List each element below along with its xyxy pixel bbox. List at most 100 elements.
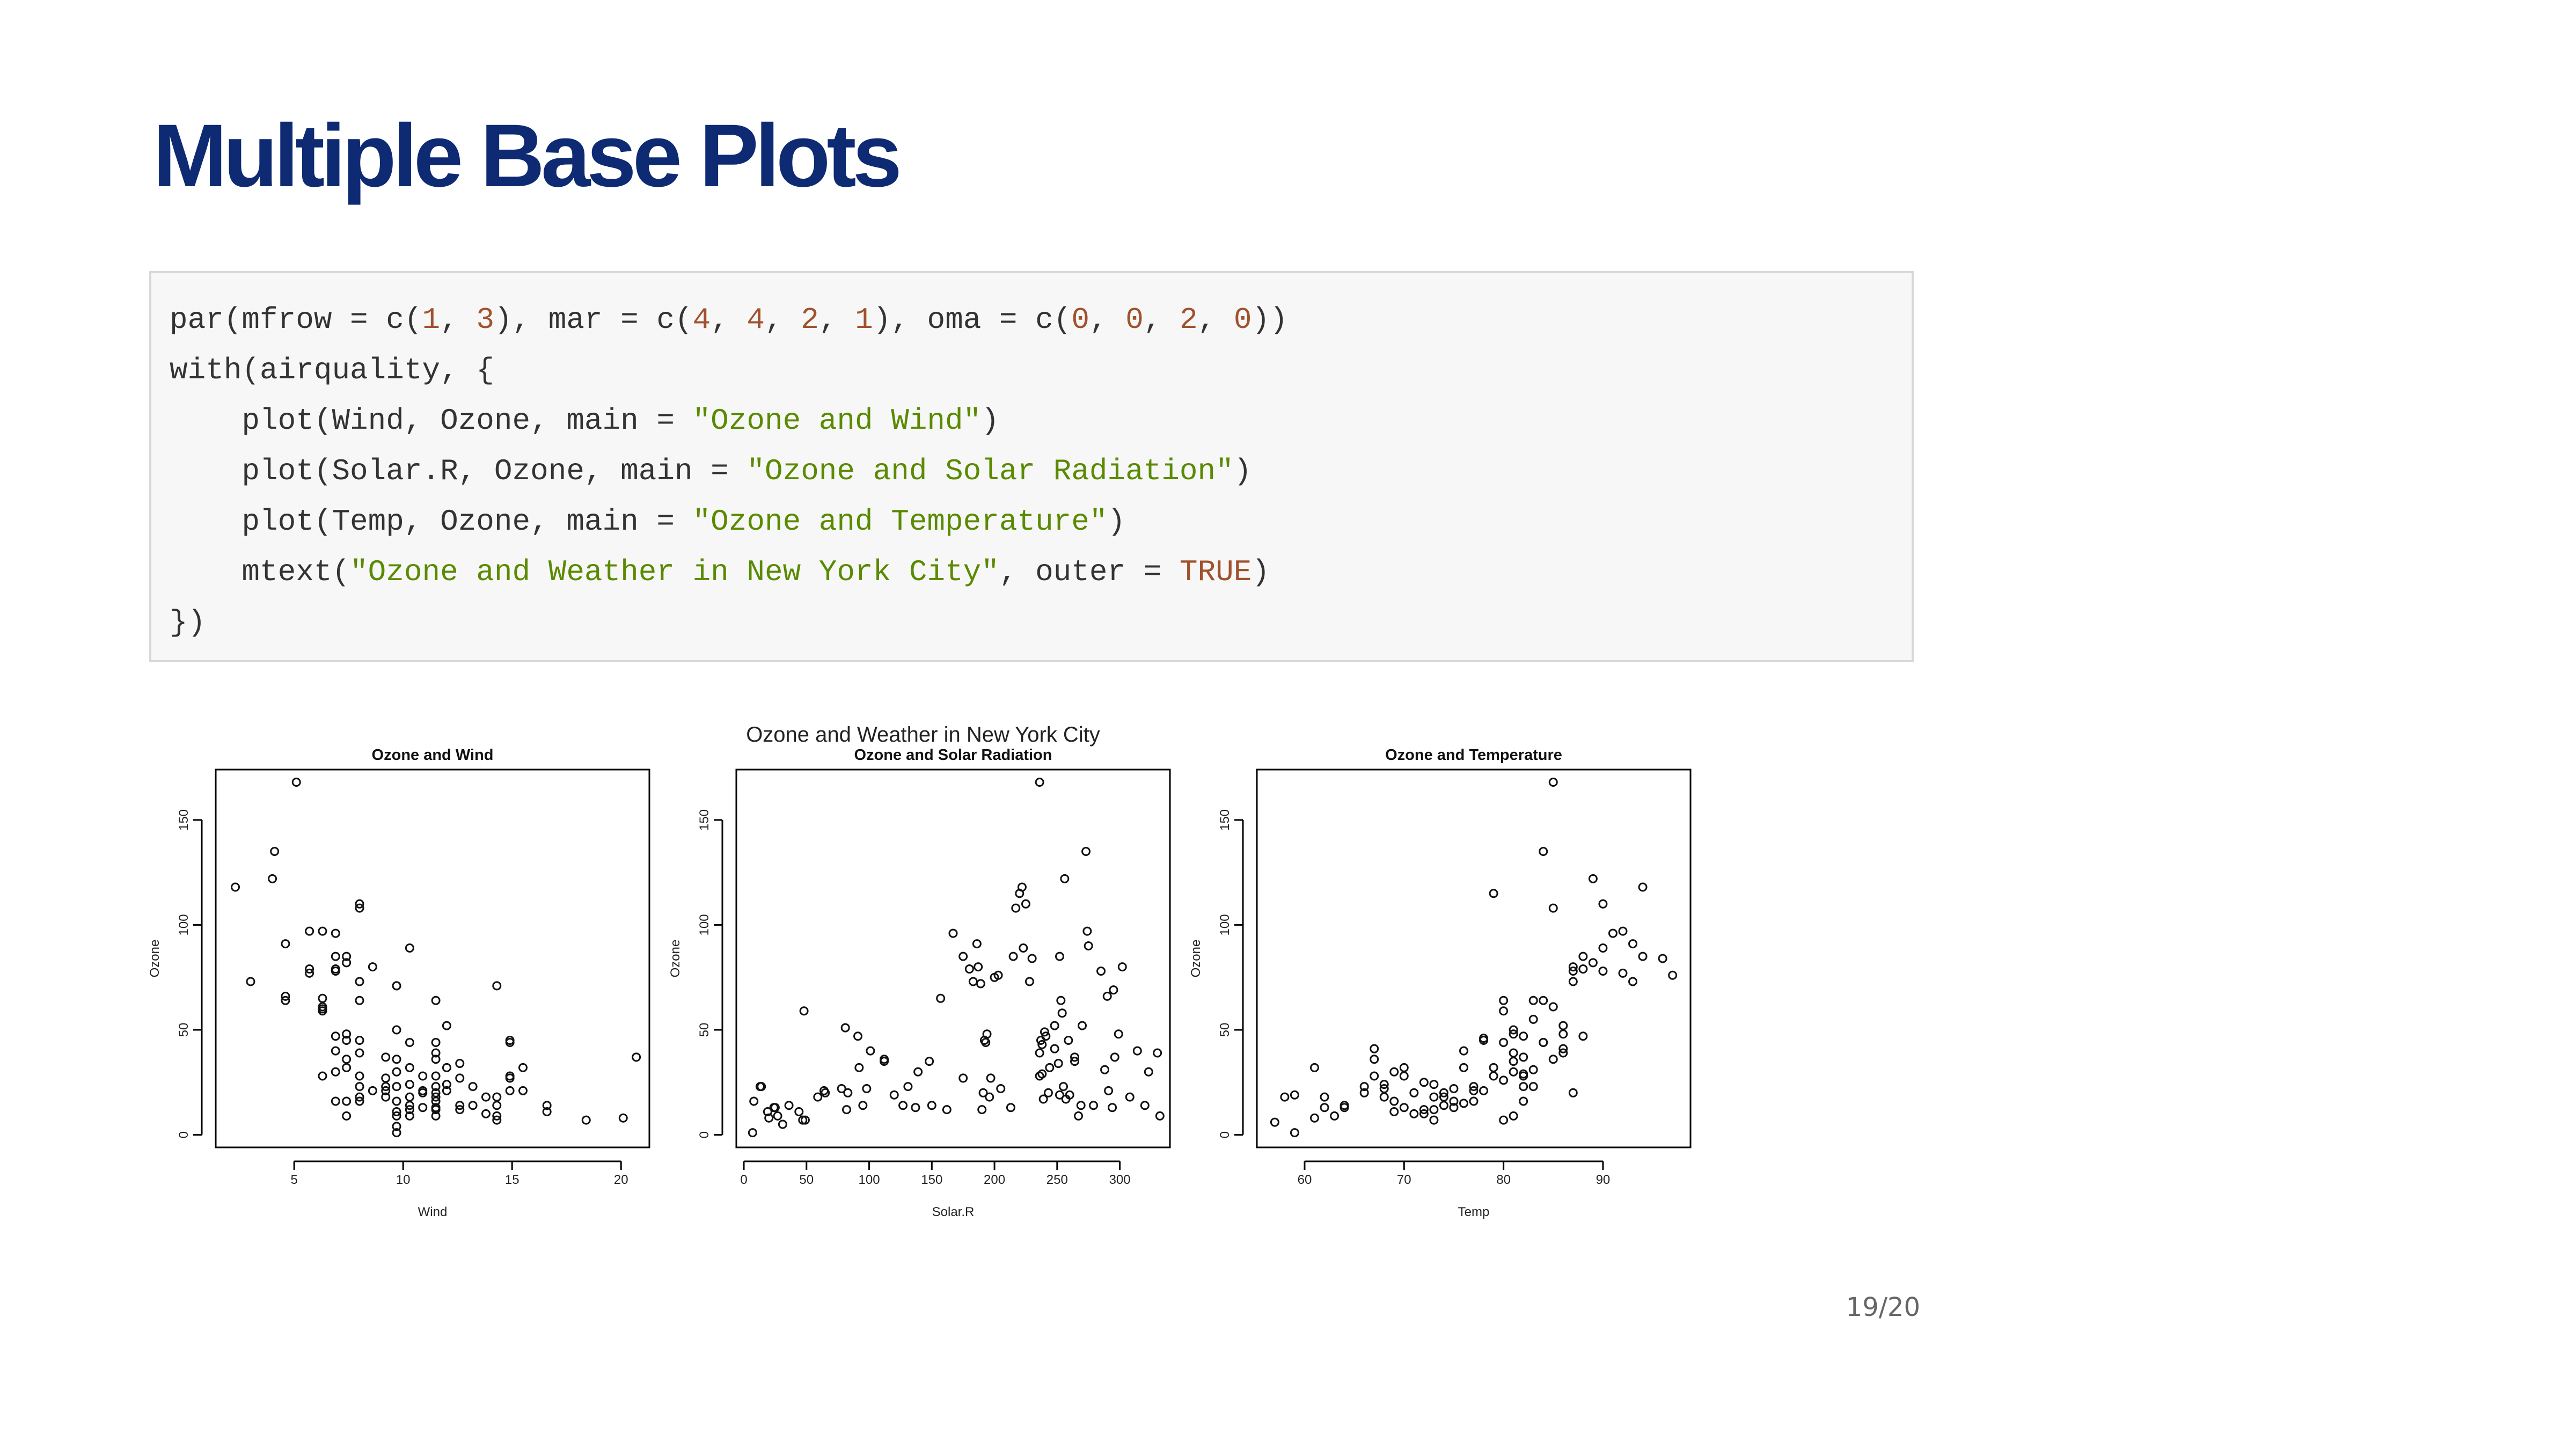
data-point — [481, 1109, 491, 1118]
code-token: par(mfrow = c( — [170, 303, 422, 337]
code-line: plot(Wind, Ozone, main = "Ozone and Wind… — [170, 396, 1912, 446]
data-point — [1449, 1096, 1459, 1106]
data-point — [778, 1119, 787, 1129]
data-point — [342, 958, 352, 968]
data-point — [1309, 1113, 1319, 1123]
data-point — [1668, 970, 1678, 980]
data-point — [1499, 1075, 1509, 1085]
code-token: with(airquality, { — [170, 353, 494, 387]
x-tick-label: 5 — [290, 1173, 297, 1187]
data-point — [492, 1092, 502, 1102]
data-point — [431, 1111, 441, 1121]
data-point — [1548, 777, 1558, 787]
data-point — [1021, 899, 1030, 909]
x-axis-label: Wind — [418, 1205, 448, 1219]
data-point — [1379, 1084, 1389, 1093]
data-point — [1379, 1080, 1389, 1089]
data-point — [355, 1082, 364, 1092]
data-point — [405, 1092, 414, 1102]
data-point — [1499, 1037, 1509, 1047]
data-point — [1389, 1067, 1399, 1077]
data-point — [392, 1096, 401, 1106]
data-point — [985, 1092, 994, 1102]
data-point — [442, 1086, 451, 1095]
code-token: )) — [1252, 303, 1288, 337]
data-point — [773, 1111, 782, 1121]
data-point — [281, 991, 290, 1001]
data-point — [405, 1080, 414, 1089]
data-point — [331, 1067, 340, 1077]
data-point — [880, 1055, 889, 1064]
data-point — [1578, 1031, 1588, 1041]
data-point — [1037, 1040, 1047, 1049]
code-line: }) — [170, 597, 1912, 648]
data-point — [1409, 1109, 1419, 1118]
data-point — [911, 1103, 920, 1113]
data-point — [862, 1084, 872, 1093]
data-point — [492, 1101, 502, 1110]
data-point — [342, 1055, 352, 1064]
data-point — [1598, 966, 1608, 976]
code-line: mtext("Ozone and Weather in New York Cit… — [170, 547, 1912, 597]
data-point — [842, 1105, 852, 1115]
data-point — [1017, 882, 1027, 892]
data-point — [392, 981, 401, 991]
data-point — [1528, 996, 1538, 1005]
data-point — [1043, 1088, 1053, 1097]
code-token: "Ozone and Wind" — [692, 404, 982, 438]
data-point — [1459, 1099, 1468, 1108]
data-point — [381, 1052, 391, 1062]
data-point — [1628, 939, 1638, 949]
data-point — [431, 996, 441, 1005]
data-point — [927, 1101, 936, 1110]
data-point — [1140, 1101, 1150, 1110]
data-point — [431, 1105, 441, 1115]
data-point — [505, 1086, 515, 1095]
data-point — [355, 1071, 364, 1081]
data-point — [1489, 1071, 1498, 1081]
data-point — [355, 1096, 364, 1106]
data-point — [1419, 1109, 1429, 1118]
code-token: "Ozone and Temperature" — [692, 504, 1108, 539]
code-line: par(mfrow = c(1, 3), mar = c(4, 4, 2, 1)… — [170, 295, 1912, 345]
data-point — [431, 1048, 441, 1058]
code-token: ) — [1233, 454, 1252, 488]
data-point — [392, 1025, 401, 1035]
data-point — [821, 1088, 830, 1097]
data-point — [270, 847, 280, 857]
data-point — [925, 1057, 934, 1066]
data-point — [505, 1036, 515, 1045]
data-point — [381, 1073, 391, 1083]
data-point — [1389, 1096, 1399, 1106]
data-point — [1469, 1082, 1479, 1092]
x-tick-label: 90 — [1596, 1173, 1611, 1187]
code-token: ) — [1107, 504, 1126, 539]
data-point — [968, 977, 978, 986]
y-tick-label: 150 — [177, 809, 191, 831]
data-point — [492, 1111, 502, 1121]
data-point — [1059, 1082, 1069, 1092]
data-point — [392, 1111, 401, 1121]
data-point — [1050, 1021, 1059, 1030]
code-text: par(mfrow = c(1, 3), mar = c(4, 4, 2, 1)… — [151, 273, 1912, 648]
data-point — [1074, 1111, 1084, 1121]
data-point — [318, 1004, 327, 1014]
code-token: 4 — [692, 303, 711, 337]
data-point — [468, 1101, 478, 1110]
data-point — [405, 943, 414, 953]
data-point — [1370, 1055, 1379, 1064]
data-point — [281, 996, 290, 1005]
data-point — [468, 1082, 478, 1092]
data-point — [982, 1029, 992, 1039]
code-token: 0 — [1071, 303, 1089, 337]
data-point — [1608, 928, 1618, 938]
data-point — [431, 1037, 441, 1047]
scatter-chart-1: Ozone and Wind Wind Ozone 5 10 15 20 0 50 100 150 — [148, 747, 650, 1219]
data-point — [854, 1063, 864, 1072]
y-tick-label: 50 — [177, 1023, 191, 1037]
data-point — [1479, 1086, 1489, 1095]
data-point — [355, 977, 364, 986]
data-point — [1419, 1078, 1429, 1087]
data-point — [492, 1115, 502, 1125]
x-tick-label: 300 — [1109, 1173, 1131, 1187]
